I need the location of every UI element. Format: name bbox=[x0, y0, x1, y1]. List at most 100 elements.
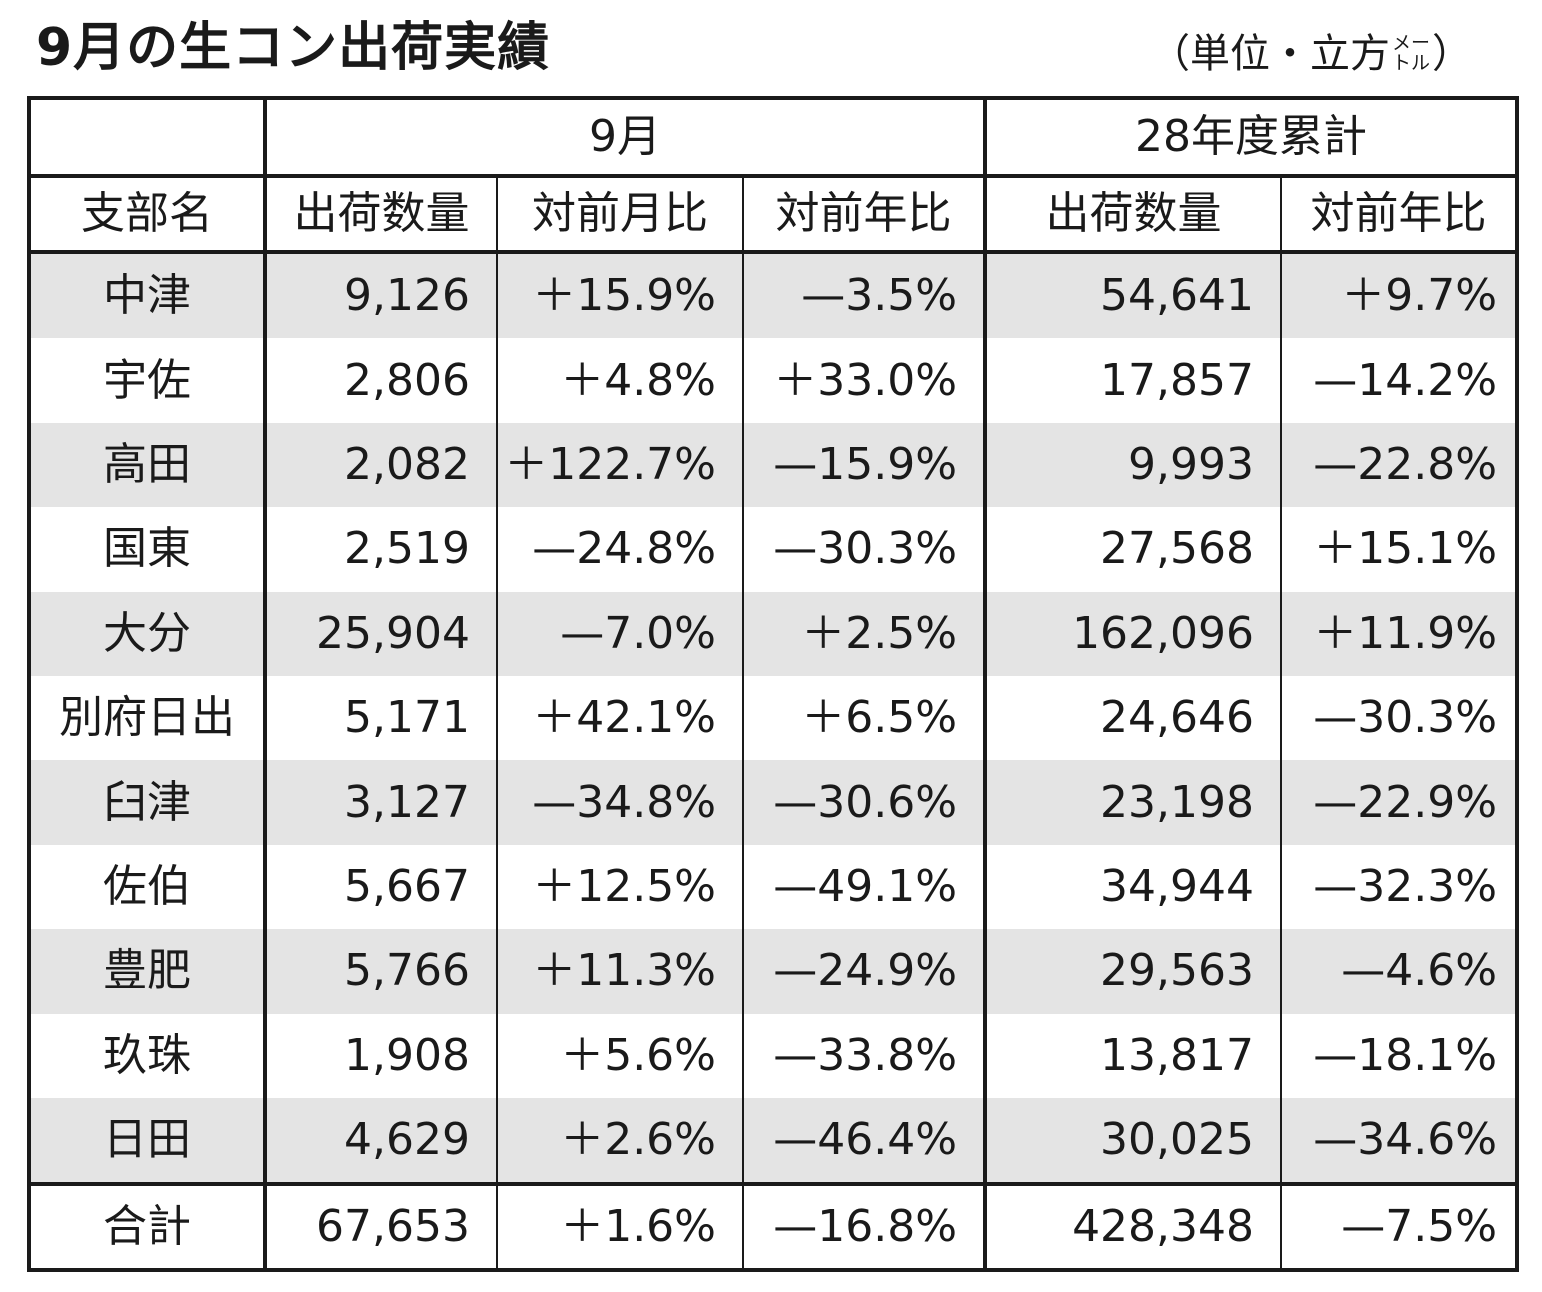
cum-quantity: 162,096 bbox=[985, 591, 1283, 676]
branch-name: 国東 bbox=[29, 507, 267, 592]
month-quantity: 25,904 bbox=[265, 591, 498, 676]
table-row: 宇佐 2,806 ＋4.8% ＋33.0% 17,857 —14.2% bbox=[29, 338, 1517, 423]
total-month-quantity: 67,653 bbox=[265, 1182, 498, 1271]
table-row: 臼津 3,127 —34.8% —30.6% 23,198 —22.9% bbox=[29, 760, 1518, 845]
month-vs-prev-month: —24.8% bbox=[497, 507, 744, 592]
total-cum-vs-prev-year: —7.5% bbox=[1281, 1182, 1518, 1271]
cum-quantity: 27,568 bbox=[985, 507, 1283, 592]
cum-vs-prev-year: —22.9% bbox=[1281, 760, 1518, 845]
month-vs-prev-year: ＋2.5% bbox=[743, 591, 988, 676]
cum-vs-prev-year: —34.6% bbox=[1281, 1097, 1518, 1185]
month-vs-prev-year: —46.4% bbox=[743, 1097, 988, 1185]
month-quantity: 5,171 bbox=[265, 675, 498, 761]
cum-quantity: 34,944 bbox=[985, 844, 1283, 930]
month-vs-prev-year: ＋33.0% bbox=[743, 338, 988, 423]
table-row: 大分 25,904 —7.0% ＋2.5% 162,096 ＋11.9% bbox=[29, 591, 1518, 676]
cum-vs-prev-year: —14.2% bbox=[1313, 354, 1498, 406]
group-header-month: 9月 bbox=[265, 98, 988, 178]
column-header-cum-vs-prev-year: 対前年比 bbox=[1281, 176, 1518, 254]
unit-ruby: メー トル bbox=[1391, 32, 1430, 74]
unit-suffix: ） bbox=[1432, 31, 1472, 77]
total-month-vs-prev-month: ＋1.6% bbox=[497, 1182, 744, 1271]
branch-name: 大分 bbox=[29, 591, 267, 676]
cum-vs-prev-year: —22.8% bbox=[1281, 422, 1518, 508]
cum-vs-prev-year: —32.3% bbox=[1313, 860, 1498, 912]
cum-quantity: 17,857 bbox=[985, 338, 1283, 423]
branch-name: 豊肥 bbox=[29, 929, 267, 1014]
table-row: 佐伯 5,667 ＋12.5% —49.1% 34,944 —32.3% bbox=[29, 844, 1517, 930]
table-row: 別府日出 5,171 ＋42.1% ＋6.5% 24,646 —30.3% bbox=[29, 675, 1517, 761]
cum-quantity: 24,646 bbox=[985, 675, 1283, 761]
total-cum-quantity: 428,348 bbox=[985, 1182, 1283, 1271]
table-row: 高田 2,082 ＋122.7% —15.9% 9,993 —22.8% bbox=[29, 422, 1518, 508]
table-row: 日田 4,629 ＋2.6% —46.4% 30,025 —34.6% bbox=[29, 1097, 1518, 1185]
month-vs-prev-month: ＋42.1% bbox=[497, 675, 744, 761]
month-vs-prev-year: —3.5% bbox=[743, 252, 988, 339]
column-header-row: 支部名 出荷数量 対前月比 対前年比 出荷数量 対前年比 bbox=[29, 176, 1518, 254]
branch-name: 玖珠 bbox=[29, 1013, 267, 1098]
column-header-month-vs-prev-month: 対前月比 bbox=[497, 176, 744, 254]
month-vs-prev-year: —15.9% bbox=[743, 422, 988, 508]
month-vs-prev-year: —30.6% bbox=[743, 760, 988, 845]
cum-vs-prev-year: ＋11.9% bbox=[1281, 591, 1518, 676]
table-row: 豊肥 5,766 ＋11.3% —24.9% 29,563 —4.6% bbox=[29, 929, 1518, 1014]
cum-vs-prev-year: —4.6% bbox=[1281, 929, 1518, 1014]
column-header-branch: 支部名 bbox=[29, 176, 267, 254]
month-vs-prev-month: —7.0% bbox=[497, 591, 744, 676]
unit-prefix: （単位・立方 bbox=[1149, 31, 1390, 77]
column-header-month-quantity: 出荷数量 bbox=[265, 176, 498, 254]
month-quantity: 2,519 bbox=[265, 507, 498, 592]
unit-ruby-bottom: トル bbox=[1391, 52, 1430, 74]
cum-vs-prev-year: —18.1% bbox=[1313, 1029, 1498, 1081]
month-vs-prev-year: —49.1% bbox=[743, 844, 988, 930]
column-header-cum-quantity: 出荷数量 bbox=[985, 176, 1283, 254]
cum-vs-prev-year: ＋15.1% bbox=[1313, 523, 1498, 575]
cum-quantity: 23,198 bbox=[985, 760, 1283, 845]
month-vs-prev-year: ＋6.5% bbox=[743, 675, 988, 761]
month-vs-prev-month: ＋11.3% bbox=[497, 929, 744, 1014]
table-row: 中津 9,126 ＋15.9% —3.5% 54,641 ＋9.7% bbox=[29, 252, 1518, 339]
month-vs-prev-month: ＋4.8% bbox=[497, 338, 744, 423]
month-vs-prev-month: ＋5.6% bbox=[497, 1013, 744, 1098]
group-header-row: 9月 28年度累計 bbox=[29, 98, 1518, 178]
month-vs-prev-month: —34.8% bbox=[497, 760, 744, 845]
month-quantity: 5,667 bbox=[265, 844, 498, 930]
cum-quantity: 29,563 bbox=[985, 929, 1283, 1014]
branch-name: 高田 bbox=[29, 422, 267, 508]
month-quantity: 1,908 bbox=[265, 1013, 498, 1098]
total-label: 合計 bbox=[29, 1182, 267, 1271]
cum-quantity: 13,817 bbox=[985, 1013, 1283, 1098]
month-vs-prev-month: ＋122.7% bbox=[497, 422, 744, 508]
total-row: 合計 67,653 ＋1.6% —16.8% 428,348 —7.5% bbox=[29, 1182, 1518, 1271]
month-quantity: 4,629 bbox=[265, 1097, 498, 1185]
month-vs-prev-year: —33.8% bbox=[743, 1013, 988, 1098]
unit-ruby-top: メー bbox=[1391, 32, 1430, 55]
month-quantity: 3,127 bbox=[265, 760, 498, 845]
branch-name: 日田 bbox=[29, 1097, 267, 1185]
branch-name: 別府日出 bbox=[29, 675, 267, 761]
group-header-blank bbox=[29, 98, 267, 178]
month-vs-prev-year: —30.3% bbox=[743, 507, 988, 592]
cum-vs-prev-year: ＋9.7% bbox=[1281, 252, 1518, 339]
month-vs-prev-year: —24.9% bbox=[743, 929, 988, 1014]
cum-quantity: 9,993 bbox=[985, 422, 1283, 508]
table-row: 国東 2,519 —24.8% —30.3% 27,568 ＋15.1% bbox=[29, 507, 1517, 592]
branch-name: 佐伯 bbox=[29, 844, 267, 930]
month-quantity: 5,766 bbox=[265, 929, 498, 1014]
cum-vs-prev-year: —30.3% bbox=[1313, 692, 1498, 744]
total-month-vs-prev-year: —16.8% bbox=[743, 1182, 988, 1271]
month-vs-prev-month: ＋15.9% bbox=[497, 252, 744, 339]
branch-name: 宇佐 bbox=[29, 338, 267, 423]
month-vs-prev-month: ＋2.6% bbox=[497, 1097, 744, 1185]
cum-quantity: 30,025 bbox=[985, 1097, 1283, 1185]
month-quantity: 2,082 bbox=[265, 422, 498, 508]
month-quantity: 9,126 bbox=[265, 252, 498, 339]
table-row: 玖珠 1,908 ＋5.6% —33.8% 13,817 —18.1% bbox=[29, 1013, 1517, 1098]
branch-name: 中津 bbox=[29, 252, 267, 339]
unit-label: （単位・立方 メー トル ） bbox=[1149, 31, 1472, 77]
month-quantity: 2,806 bbox=[265, 338, 498, 423]
month-vs-prev-month: ＋12.5% bbox=[497, 844, 744, 930]
cum-quantity: 54,641 bbox=[985, 252, 1283, 339]
shipment-table: 9月 28年度累計 支部名 出荷数量 対前月比 対前年比 出荷数量 対前年比 中… bbox=[27, 96, 1520, 1273]
column-header-month-vs-prev-year: 対前年比 bbox=[743, 176, 988, 254]
